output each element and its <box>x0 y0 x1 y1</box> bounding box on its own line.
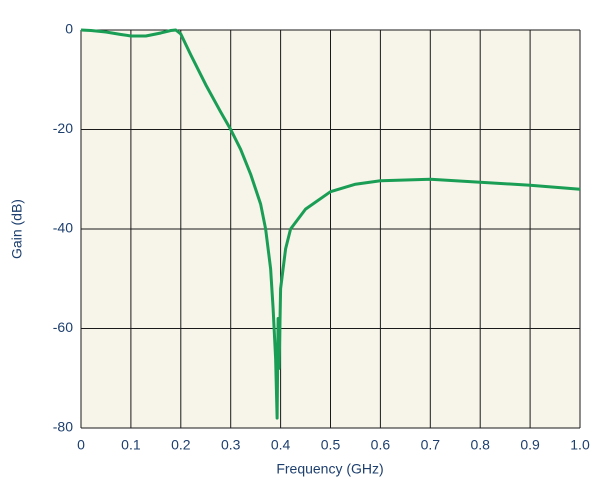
x-tick-label: 0.7 <box>421 437 441 453</box>
x-tick-label: 0.5 <box>321 437 341 453</box>
data-line <box>80 28 581 420</box>
x-tick-label: 0.4 <box>271 437 291 453</box>
y-tick-label: -20 <box>53 120 73 136</box>
x-tick-label: 0 <box>77 437 85 453</box>
y-tick-label: -60 <box>53 319 73 335</box>
x-tick-label: 0.9 <box>520 437 540 453</box>
x-tick-label: 1.0 <box>570 437 590 453</box>
x-tick-label: 0.8 <box>470 437 490 453</box>
x-tick-label: 0.3 <box>221 437 241 453</box>
y-axis-label: Gain (dB) <box>9 199 25 259</box>
x-tick-label: 0.6 <box>371 437 391 453</box>
y-tick-label: 0 <box>65 21 73 37</box>
y-tick-label: -40 <box>53 220 73 236</box>
x-tick-label: 0.1 <box>121 437 141 453</box>
y-tick-label: -80 <box>53 419 73 435</box>
x-axis-label: Frequency (GHz) <box>276 461 383 477</box>
x-tick-label: 0.2 <box>171 437 191 453</box>
